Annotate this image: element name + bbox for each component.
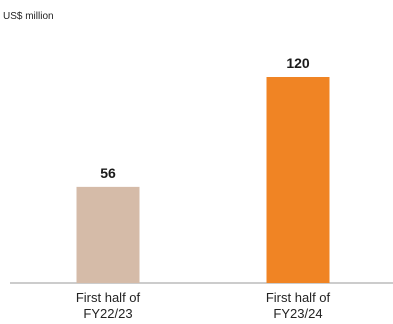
- unit-label: US$ million: [3, 11, 54, 22]
- value-label-2: 120: [286, 55, 310, 71]
- category-label-2-line-1: First half of: [266, 290, 331, 305]
- value-label-1: 56: [100, 165, 116, 181]
- category-label-1-line-1: First half of: [76, 290, 141, 305]
- category-label-2-line-2: FY23/24: [273, 306, 322, 321]
- bar-1: [76, 186, 140, 283]
- category-label-1-line-2: FY22/23: [83, 306, 132, 321]
- bar-2: [266, 77, 330, 283]
